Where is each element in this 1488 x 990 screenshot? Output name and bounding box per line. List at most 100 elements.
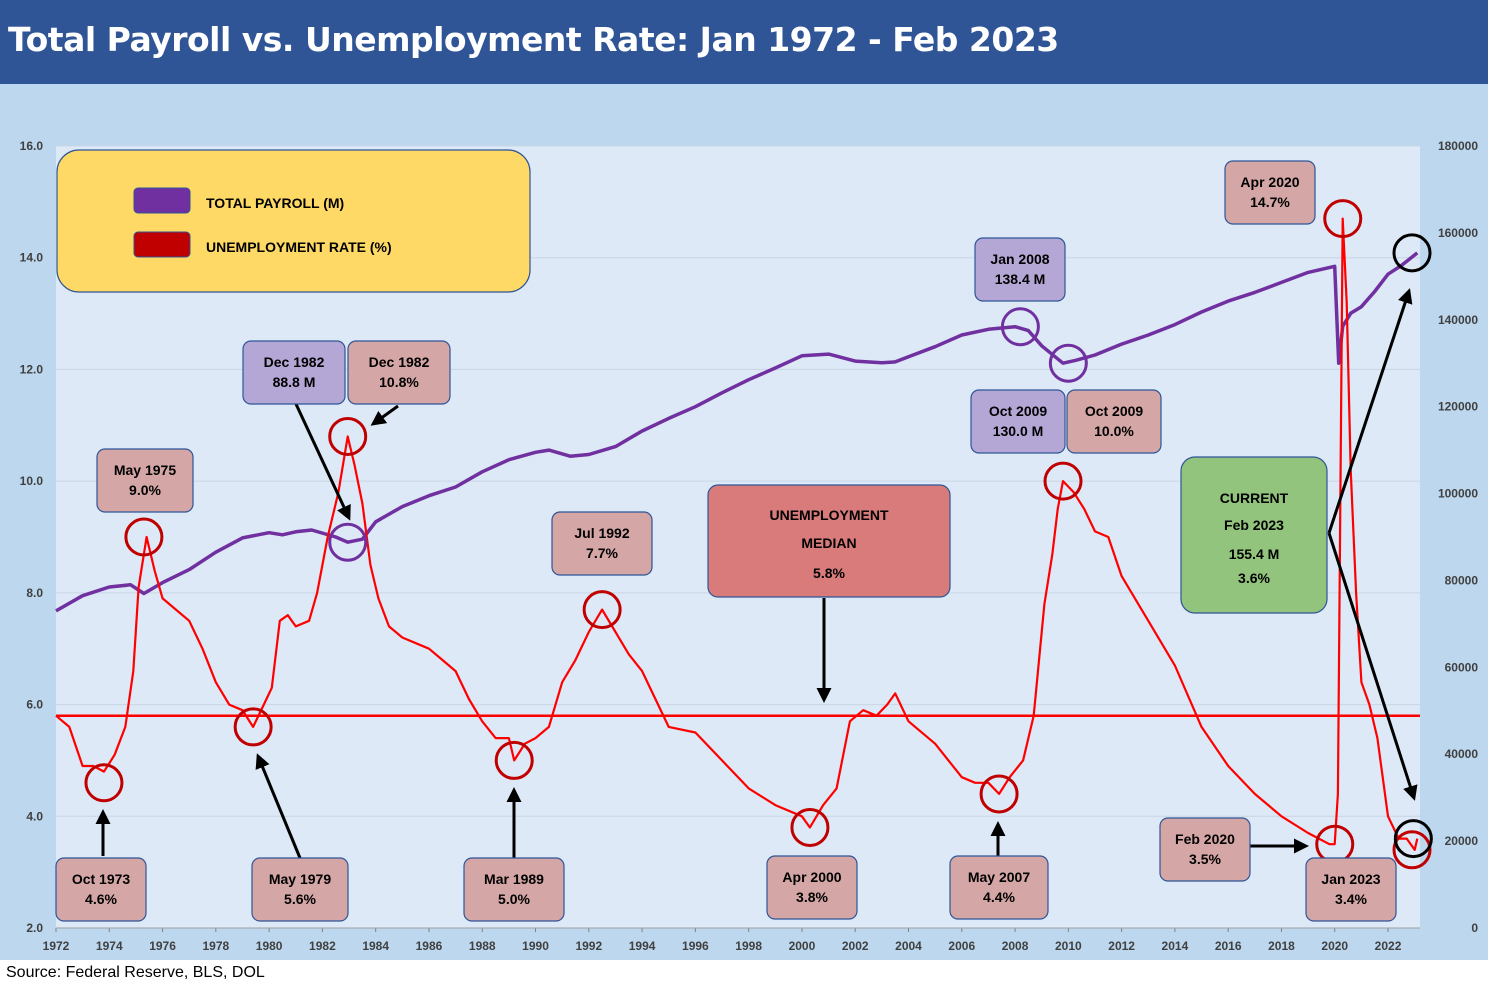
callout-date: May 1979 [269,871,331,887]
x-tick-label: 2022 [1375,939,1402,953]
callout-date: Mar 1989 [484,871,544,887]
y-right-tick-label: 40000 [1445,747,1479,761]
annotation-circle [328,416,368,456]
callout-value: 4.6% [85,891,117,907]
callout-value: 14.7% [1250,194,1290,210]
callouts: Oct 1973 4.6% May 1975 9.0% May 1979 5.6% Dec … [55,160,1397,922]
annotation-circle [1043,461,1083,501]
callout-may-1975: May 1975 9.0% [96,448,194,513]
annotation-circle [790,807,830,847]
x-tick-label: 2004 [895,939,922,953]
y-left-tick-label: 14.0 [20,251,44,265]
x-tick-label: 2000 [789,939,816,953]
callout-value: 130.0 M [993,423,1044,439]
callout-value: 138.4 M [995,271,1046,287]
callout-box [251,857,349,922]
callout-jan-2023: Jan 2023 3.4% [1305,857,1397,922]
x-tick-label: 1988 [469,939,496,953]
callout-box [55,857,147,922]
arrow [255,753,302,859]
median-line1: UNEMPLOYMENT [770,507,889,523]
callout-box [1066,389,1162,454]
callout-apr-2000: Apr 2000 3.8% [766,855,858,920]
callout-value: 3.4% [1335,891,1367,907]
annotation-circle [1392,830,1432,870]
y-right-tick-label: 100000 [1438,487,1478,501]
x-tick-label: 1994 [629,939,656,953]
y-right-tick-label: 120000 [1438,400,1478,414]
current-callout: CURRENT Feb 2023 155.4 M 3.6% [1180,456,1328,614]
x-tick-label: 2002 [842,939,869,953]
callout-date: Dec 1982 [369,354,430,370]
annotation-circle [124,517,164,557]
arrow [294,403,351,521]
source-note: Source: Federal Reserve, BLS, DOL [6,964,265,981]
y-left-tick-label: 10.0 [20,474,44,488]
callout-oct-2009: Oct 2009 130.0 M [970,389,1066,454]
callout-value: 88.8 M [273,374,316,390]
x-tick-label: 1982 [309,939,336,953]
annotation-circle [233,707,273,747]
callout-date: Apr 2020 [1240,174,1299,190]
annotation-circle [979,774,1019,814]
median-callout: UNEMPLOYMENT MEDIAN 5.8% [707,484,951,598]
series [55,217,1420,851]
y-right-tick-label: 140000 [1438,313,1478,327]
legend-swatch [133,231,191,258]
callout-date: Oct 2009 [1085,403,1144,419]
callout-date: May 2007 [968,869,1030,885]
annotation-circle [1048,343,1088,383]
callout-box [463,857,565,922]
title-bar: Total Payroll vs. Unemployment Rate: Jan… [0,0,1488,84]
y-left-tick-label: 2.0 [26,921,43,935]
x-tick-label: 1974 [96,939,123,953]
callout-box [1224,160,1316,225]
y-right-tick-label: 20000 [1445,834,1479,848]
arrows [95,288,1418,859]
markers [84,199,1433,870]
annotation-circle [582,590,622,630]
y-right-tick-label: 60000 [1445,660,1479,674]
legend-swatch [133,187,191,214]
annotation-circle [1392,233,1432,273]
x-tick-label: 2018 [1268,939,1295,953]
callout-may-1979: May 1979 5.6% [251,857,349,922]
callout-value: 9.0% [129,482,161,498]
y-right-tick-label: 160000 [1438,226,1478,240]
annotation-circle [328,522,368,562]
callout-date: May 1975 [114,462,176,478]
current-line2: Feb 2023 [1224,517,1284,533]
legend-box: TOTAL PAYROLL (M) UNEMPLOYMENT RATE (%) [56,149,531,293]
y-left-tick-label: 4.0 [26,809,43,823]
annotation-circle [1000,307,1040,347]
x-tick-label: 1978 [202,939,229,953]
x-tick-label: 1980 [256,939,283,953]
x-tick-label: 2020 [1321,939,1348,953]
x-tick-label: 2006 [948,939,975,953]
y-right-tick-label: 180000 [1438,139,1478,153]
x-tick-label: 1990 [522,939,549,953]
y-left-tick-label: 16.0 [20,139,44,153]
callout-date: Jan 2008 [990,251,1049,267]
y-right-tick-label: 80000 [1445,573,1479,587]
callout-date: Oct 2009 [989,403,1048,419]
median-box [707,484,951,598]
arrow [1327,288,1413,534]
annotation-circle [1393,819,1433,859]
callout-jan-2008: Jan 2008 138.4 M [974,237,1066,302]
current-box [1180,456,1328,614]
callout-value: 7.7% [586,545,618,561]
legend-label: TOTAL PAYROLL (M) [206,195,344,211]
callout-value: 4.4% [983,889,1015,905]
callout-feb-2020: Feb 2020 3.5% [1159,817,1251,882]
callout-mar-1989: Mar 1989 5.0% [463,857,565,922]
median-value: 5.8% [813,565,845,581]
callout-oct-1973: Oct 1973 4.6% [55,857,147,922]
callout-date: Apr 2000 [782,869,841,885]
arrow [1327,532,1418,801]
median-line2: MEDIAN [801,535,856,551]
x-tick-label: 1998 [735,939,762,953]
chart: 2.0 4.0 6.0 8.0 10.0 12.0 14.0 16.0 0 20000 40000 6… [0,84,1488,960]
callout-box [949,855,1049,920]
callout-box [347,340,451,405]
